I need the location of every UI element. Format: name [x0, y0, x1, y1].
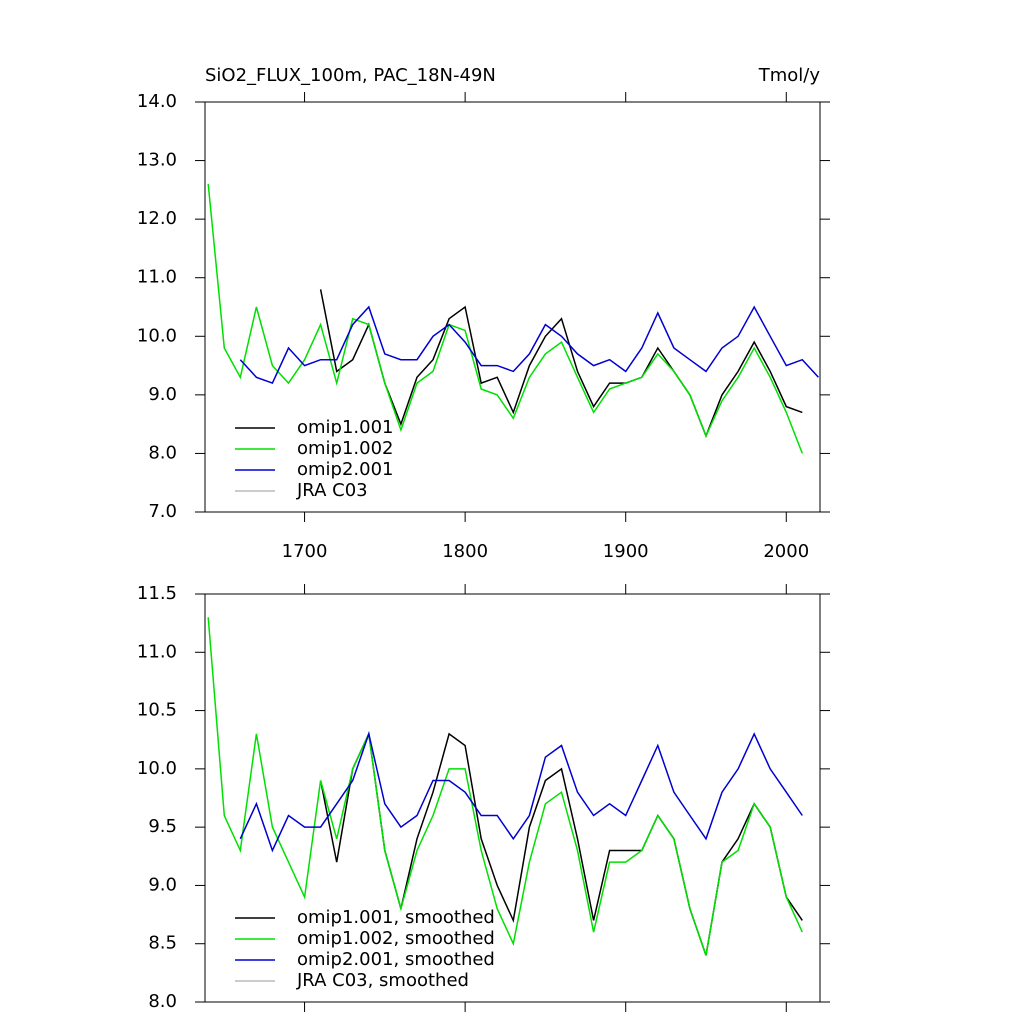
- y-tick-label: 11.5: [137, 583, 177, 604]
- y-tick-label: 10.5: [137, 700, 177, 721]
- y-tick-label: 10.0: [137, 758, 177, 779]
- y-tick-label: 12.0: [137, 208, 177, 229]
- plot-frame: [204, 593, 821, 1003]
- y-tick-label: 11.0: [137, 641, 177, 662]
- plot-frame: [204, 101, 821, 513]
- chart-title: SiO2_FLUX_100m, PAC_18N-49N: [205, 65, 496, 86]
- legend-label: omip1.002, smoothed: [297, 928, 495, 949]
- y-tick-label: 8.0: [148, 991, 177, 1012]
- legend-label: omip1.001: [297, 417, 394, 438]
- legend-label: omip1.002: [297, 438, 394, 459]
- y-tick-label: 9.5: [148, 816, 177, 837]
- x-tick-label: 1700: [282, 541, 328, 562]
- x-tick-label: 2000: [763, 541, 809, 562]
- x-tick-label: 1900: [603, 541, 649, 562]
- legend-label: JRA C03: [296, 480, 368, 501]
- series-line: [319, 289, 803, 438]
- legend-label: omip2.001, smoothed: [297, 949, 495, 970]
- y-tick-label: 7.0: [148, 501, 177, 522]
- series-line: [207, 617, 803, 956]
- y-tick-label: 9.0: [148, 384, 177, 405]
- y-tick-label: 11.0: [137, 267, 177, 288]
- y-tick-label: 10.0: [137, 325, 177, 346]
- units-label: Tmol/y: [758, 65, 821, 86]
- x-tick-label: 1800: [442, 541, 488, 562]
- y-tick-label: 8.0: [148, 442, 177, 463]
- legend-label: omip1.001, smoothed: [297, 907, 495, 928]
- series-line: [239, 731, 803, 853]
- y-tick-label: 13.0: [137, 150, 177, 171]
- legend-label: omip2.001: [297, 459, 394, 480]
- series-line: [207, 183, 803, 454]
- series-line: [239, 305, 819, 385]
- y-tick-label: 9.0: [148, 874, 177, 895]
- y-tick-label: 14.0: [137, 91, 177, 112]
- legend-label: JRA C03, smoothed: [296, 970, 469, 991]
- y-tick-label: 8.5: [148, 933, 177, 954]
